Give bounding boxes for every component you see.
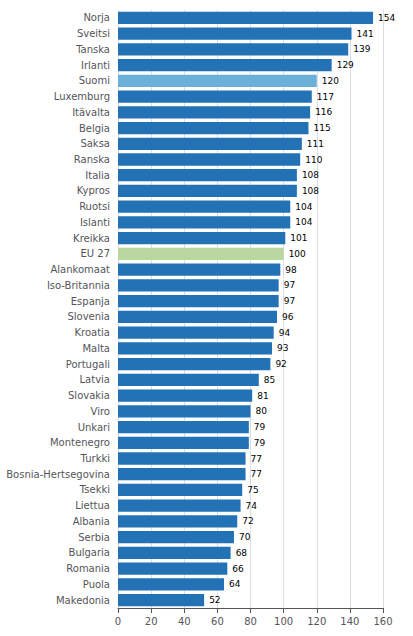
svg-text:117: 117 bbox=[317, 92, 334, 102]
svg-text:141: 141 bbox=[357, 29, 374, 39]
svg-text:Tsekki: Tsekki bbox=[79, 484, 110, 495]
svg-text:Iso-Britannia: Iso-Britannia bbox=[47, 280, 110, 291]
svg-text:72: 72 bbox=[242, 516, 253, 526]
svg-text:80: 80 bbox=[256, 406, 268, 416]
svg-text:79: 79 bbox=[254, 422, 266, 432]
svg-text:Kroatia: Kroatia bbox=[74, 327, 110, 338]
svg-text:97: 97 bbox=[284, 280, 295, 290]
svg-text:96: 96 bbox=[282, 312, 294, 322]
svg-text:79: 79 bbox=[254, 438, 266, 448]
svg-text:Belgia: Belgia bbox=[79, 123, 110, 134]
svg-text:104: 104 bbox=[295, 217, 312, 227]
svg-text:Albania: Albania bbox=[73, 516, 110, 527]
svg-text:101: 101 bbox=[290, 233, 307, 243]
svg-text:120: 120 bbox=[307, 616, 326, 627]
svg-text:74: 74 bbox=[246, 501, 258, 511]
svg-text:Ruotsi: Ruotsi bbox=[79, 201, 110, 212]
svg-text:115: 115 bbox=[313, 123, 330, 133]
svg-text:93: 93 bbox=[277, 343, 288, 353]
svg-text:Espanja: Espanja bbox=[71, 296, 110, 307]
svg-text:116: 116 bbox=[315, 107, 332, 117]
svg-text:104: 104 bbox=[295, 202, 312, 212]
svg-text:Luxemburg: Luxemburg bbox=[54, 91, 110, 102]
svg-text:108: 108 bbox=[302, 186, 319, 196]
svg-text:Alankomaat: Alankomaat bbox=[50, 264, 110, 275]
svg-text:Malta: Malta bbox=[82, 343, 110, 354]
svg-text:77: 77 bbox=[251, 469, 262, 479]
svg-text:Turkki: Turkki bbox=[80, 453, 110, 464]
svg-text:Ranska: Ranska bbox=[74, 154, 110, 165]
svg-text:0: 0 bbox=[115, 616, 121, 627]
svg-text:Liettua: Liettua bbox=[75, 500, 110, 511]
svg-text:97: 97 bbox=[284, 296, 295, 306]
svg-text:80: 80 bbox=[244, 616, 257, 627]
svg-text:Bulgaria: Bulgaria bbox=[69, 547, 110, 558]
svg-text:Kreikka: Kreikka bbox=[73, 233, 110, 244]
svg-text:70: 70 bbox=[239, 532, 251, 542]
svg-text:Saksa: Saksa bbox=[80, 138, 110, 149]
svg-text:98: 98 bbox=[285, 265, 297, 275]
svg-text:Irlanti: Irlanti bbox=[81, 60, 110, 71]
svg-text:92: 92 bbox=[275, 359, 286, 369]
svg-text:77: 77 bbox=[251, 454, 262, 464]
svg-text:100: 100 bbox=[274, 616, 293, 627]
svg-text:85: 85 bbox=[264, 375, 275, 385]
svg-text:81: 81 bbox=[257, 391, 268, 401]
svg-text:110: 110 bbox=[305, 155, 322, 165]
svg-text:Bosnia-Hertsegovina: Bosnia-Hertsegovina bbox=[6, 469, 110, 480]
svg-text:139: 139 bbox=[353, 44, 370, 54]
svg-text:Slovakia: Slovakia bbox=[68, 390, 110, 401]
svg-text:Viro: Viro bbox=[91, 406, 110, 417]
svg-text:75: 75 bbox=[247, 485, 258, 495]
svg-text:Norja: Norja bbox=[83, 12, 110, 23]
svg-text:Islanti: Islanti bbox=[80, 217, 110, 228]
svg-text:Itävalta: Itävalta bbox=[72, 107, 110, 118]
svg-text:Italia: Italia bbox=[85, 170, 110, 181]
svg-text:40: 40 bbox=[178, 616, 191, 627]
svg-text:20: 20 bbox=[145, 616, 158, 627]
svg-text:Romania: Romania bbox=[66, 563, 110, 574]
svg-text:Suomi: Suomi bbox=[79, 75, 110, 86]
svg-text:Puola: Puola bbox=[83, 579, 110, 590]
svg-text:Latvia: Latvia bbox=[80, 374, 110, 385]
svg-text:Serbia: Serbia bbox=[78, 532, 110, 543]
svg-text:120: 120 bbox=[322, 76, 339, 86]
svg-text:160: 160 bbox=[373, 616, 392, 627]
svg-text:Montenegro: Montenegro bbox=[50, 437, 110, 448]
svg-text:108: 108 bbox=[302, 170, 319, 180]
svg-text:EU 27: EU 27 bbox=[80, 248, 110, 259]
svg-text:154: 154 bbox=[378, 13, 395, 23]
svg-text:129: 129 bbox=[337, 60, 354, 70]
svg-text:Tanska: Tanska bbox=[75, 44, 110, 55]
svg-text:Portugali: Portugali bbox=[66, 359, 110, 370]
svg-text:68: 68 bbox=[236, 548, 248, 558]
svg-text:Kypros: Kypros bbox=[77, 185, 110, 196]
svg-text:64: 64 bbox=[229, 579, 241, 589]
svg-text:60: 60 bbox=[211, 616, 224, 627]
svg-text:52: 52 bbox=[209, 595, 220, 605]
svg-text:66: 66 bbox=[232, 564, 244, 574]
svg-text:Slovenia: Slovenia bbox=[67, 311, 110, 322]
svg-text:140: 140 bbox=[340, 616, 359, 627]
svg-text:111: 111 bbox=[307, 139, 324, 149]
svg-text:94: 94 bbox=[279, 328, 291, 338]
svg-text:Sveitsi: Sveitsi bbox=[77, 28, 110, 39]
svg-text:Makedonia: Makedonia bbox=[56, 595, 110, 606]
svg-text:100: 100 bbox=[289, 249, 306, 259]
svg-text:Unkari: Unkari bbox=[78, 422, 110, 433]
